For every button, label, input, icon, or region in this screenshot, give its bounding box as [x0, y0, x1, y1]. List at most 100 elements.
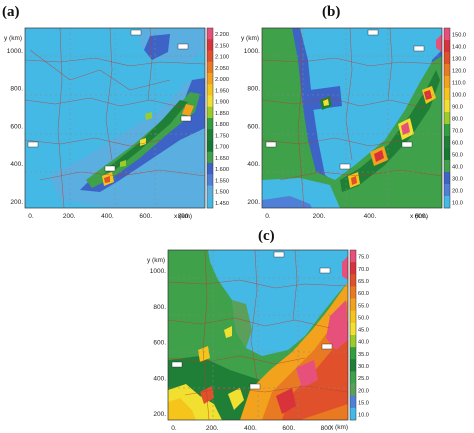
- hotspot-c-4: [276, 388, 296, 414]
- colorbar-label-c-9: 30.0: [358, 364, 369, 370]
- hotspot-c-3: [296, 360, 318, 388]
- x-tick-label-b-3: 600.: [415, 213, 428, 220]
- colorbar-label-b-2: 130.0: [452, 57, 466, 63]
- x-tick-label-b-0: 0.: [265, 213, 271, 220]
- colorbar-label-b-7: 80.0: [452, 117, 463, 123]
- colorbar-label-c-7: 40.0: [358, 340, 369, 346]
- colorbar-b: 150.0 140.0 130.0 120.0 110.0 100.0 90.0 80.0 70…: [443, 27, 466, 209]
- y-axis-label-b: y (km): [241, 35, 259, 42]
- border-c-6: [292, 250, 298, 321]
- colorbar-label-c-5: 50.0: [358, 315, 369, 321]
- map-b: [262, 28, 442, 208]
- colorbar-swatch-b-11: [444, 160, 450, 173]
- colorbar-swatch-a-4: [207, 73, 213, 85]
- site-a-2: [177, 43, 189, 50]
- colorbar-swatch-b-2: [444, 52, 450, 65]
- colorbar-label-c-1: 70.0: [358, 267, 369, 273]
- colorbar-swatch-c-7: [350, 335, 356, 348]
- border-b-4: [297, 28, 305, 208]
- hotspot-c-6: [198, 346, 210, 362]
- colorbar-label-a-15: 1.450: [215, 201, 229, 207]
- colorbar-frame-c: [349, 249, 357, 421]
- colorbar-frame-b: [443, 27, 451, 209]
- colorbar-swatch-a-1: [207, 39, 213, 51]
- y-tick-label-c-1: 400.: [153, 375, 166, 382]
- y-tick-label-b-2: 600.: [247, 123, 260, 130]
- site-c-3: [171, 361, 183, 368]
- hotspot-b-5-core: [323, 99, 329, 106]
- colorbar-label-b-1: 140.0: [452, 45, 466, 51]
- x-tick-label-a-1: 200.: [63, 213, 76, 220]
- border-a-3: [25, 137, 161, 147]
- site-b-5: [339, 163, 351, 170]
- colorbar-label-c-13: 10.0: [358, 413, 369, 419]
- colorbar-swatch-a-0: [207, 28, 213, 40]
- colorbar-swatch-c-0: [350, 250, 356, 263]
- y-tick-label-a-0: 200.: [10, 199, 23, 206]
- colorbar-label-b-8: 70.0: [452, 129, 463, 135]
- hotspot-a-3: [140, 138, 146, 146]
- colorbar-label-c-8: 35.0: [358, 352, 369, 358]
- site-a-3: [27, 141, 39, 148]
- hotspot-b-3-core: [374, 150, 384, 162]
- colorbar-swatch-b-9: [444, 136, 450, 149]
- y-tick-label-a-2: 600.: [10, 123, 23, 130]
- y-ticks-b: 200. 400. 600. 800. 1000.: [244, 48, 260, 206]
- colorbar-swatch-b-8: [444, 124, 450, 137]
- hotspot-b-6: [436, 34, 442, 52]
- colorbar-label-b-0: 150.0: [452, 33, 466, 39]
- colorbar-swatch-b-0: [444, 28, 450, 41]
- x-axis-label-a: x (km): [174, 213, 192, 220]
- colorbar-label-b-6: 90.0: [452, 105, 463, 111]
- site-c-4: [321, 343, 333, 350]
- colorbar-label-c-4: 55.0: [358, 303, 369, 309]
- colorbar-label-b-12: 30.0: [452, 177, 463, 183]
- colorbar-swatch-c-11: [350, 383, 356, 397]
- plot-frame-b: [261, 27, 443, 209]
- colorbar-label-a-10: 1.700: [215, 145, 229, 151]
- colorbar-swatch-c-10: [350, 371, 356, 384]
- colorbar-swatch-b-6: [444, 100, 450, 113]
- colorbar-swatch-c-1: [350, 262, 356, 275]
- x-ticks-b: 0. 200. 400. 600.: [265, 213, 427, 220]
- y-tick-label-c-2: 600.: [153, 340, 166, 347]
- y-axis-label-c: y (km): [147, 257, 165, 264]
- panel-c: (c): [147, 228, 369, 432]
- site-c-2: [319, 267, 331, 274]
- site-c-5: [249, 383, 261, 390]
- x-axis-label-b: x (km): [410, 213, 428, 220]
- border-a-4: [57, 28, 65, 208]
- contour-shore-c: [232, 300, 252, 348]
- colorbar-swatch-c-8: [350, 347, 356, 360]
- colorbar-label-c-6: 45.0: [358, 328, 369, 334]
- colorbar-swatch-c-5: [350, 310, 356, 324]
- x-axis-label-c: x (km): [330, 424, 348, 431]
- colorbar-label-c-2: 65.0: [358, 279, 369, 285]
- colorbar-label-a-7: 1.850: [215, 111, 229, 117]
- colorbar-label-b-4: 110.0: [452, 81, 466, 87]
- panel-label-a: (a): [2, 4, 20, 20]
- colorbar-swatch-c-13: [350, 407, 356, 421]
- panel-label-b: (b): [322, 4, 340, 20]
- y-ticks-a: 200. 400. 600. 800. 1000.: [7, 48, 23, 206]
- border-b-6: [387, 28, 393, 101]
- colorbar-swatch-c-2: [350, 274, 356, 287]
- colorbar-c: 75.0 70.0 65.0 60.0 55.0 50.0 45.0 40.0 35.0 30.0…: [349, 249, 369, 421]
- colorbar-label-b-9: 60.0: [452, 141, 463, 147]
- y-tick-label-b-3: 800.: [247, 86, 260, 93]
- colorbar-swatch-a-6: [207, 95, 213, 108]
- x-tick-label-c-2: 400.: [244, 425, 257, 432]
- y-tick-label-a-1: 400.: [10, 161, 23, 168]
- colorbar-label-b-5: 100.0: [452, 93, 466, 99]
- colorbar-swatch-b-7: [444, 112, 450, 125]
- hotspot-b-4-core: [351, 176, 357, 185]
- hotspot-a-2-core: [104, 176, 110, 183]
- hotspot-a-5: [145, 112, 152, 120]
- colorbar-label-a-13: 1.550: [215, 178, 229, 184]
- border-a-6: [147, 28, 153, 101]
- colorbar-swatch-a-12: [207, 163, 213, 175]
- x-tick-label-a-0: 0.: [28, 213, 34, 220]
- colorbar-label-c-10: 25.0: [358, 376, 369, 382]
- site-a-4: [180, 115, 192, 122]
